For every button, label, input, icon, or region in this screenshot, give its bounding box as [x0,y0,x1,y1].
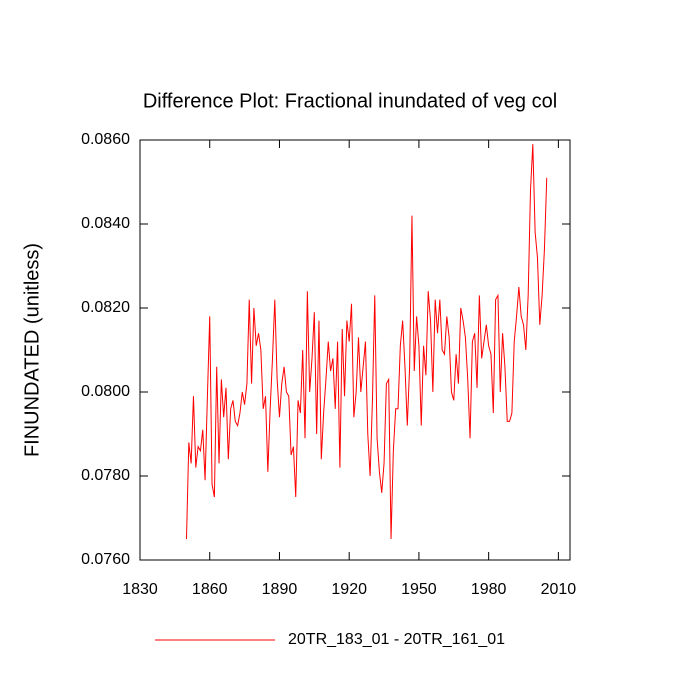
x-tick-label: 1980 [471,581,507,598]
y-tick-label: 0.0800 [81,383,130,400]
y-tick-label: 0.0760 [81,551,130,568]
y-axis-label: FINUNDATED (unitless) [21,243,43,457]
x-tick-label: 1920 [331,581,367,598]
x-tick-label: 1890 [262,581,298,598]
x-tick-label: 1860 [192,581,228,598]
chart-title: Difference Plot: Fractional inundated of… [143,90,557,112]
y-tick-label: 0.0820 [81,299,130,316]
y-tick-label: 0.0840 [81,215,130,232]
x-tick-label: 2010 [541,581,577,598]
y-tick-label: 0.0780 [81,467,130,484]
legend-label: 20TR_183_01 - 20TR_161_01 [288,631,505,648]
x-tick-label: 1830 [122,581,158,598]
plot-frame [139,139,571,561]
data-line [185,144,548,540]
y-tick-label: 0.0860 [81,131,130,148]
x-tick-label: 1950 [401,581,437,598]
